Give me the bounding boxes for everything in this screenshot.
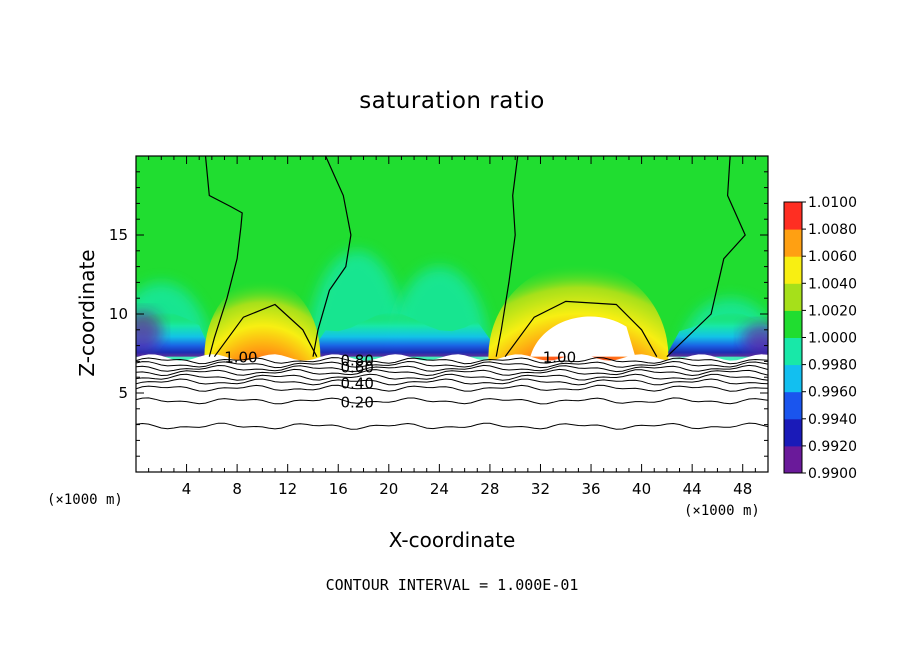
colorbar-segment xyxy=(784,418,802,447)
contour-line-1-00 xyxy=(504,300,658,358)
x-unit-label: (×1000 m) xyxy=(684,503,760,519)
colorbar-label: 0.9900 xyxy=(808,466,857,482)
contour-line-1-00 xyxy=(213,303,318,358)
unsaturated-region xyxy=(530,316,636,357)
colorbar-label: 1.0100 xyxy=(808,195,857,211)
colorbar-label: 1.0020 xyxy=(808,303,857,319)
contour-line xyxy=(136,356,768,365)
x-axis-label: X-coordinate xyxy=(388,528,516,552)
colorbar-segment xyxy=(784,202,802,230)
contour-label: 1.00 xyxy=(224,348,257,366)
contour-label: 0.20 xyxy=(340,393,373,411)
x-tick-label: 12 xyxy=(278,480,297,498)
x-tick-label: 20 xyxy=(379,480,398,498)
x-tick-label: 28 xyxy=(480,480,499,498)
colorbar-label: 0.9980 xyxy=(808,358,857,374)
colorbar-label: 1.0060 xyxy=(808,249,857,265)
colorbar-segment xyxy=(784,364,802,393)
contour-line-1-00 xyxy=(312,156,352,357)
contour-line xyxy=(136,422,768,430)
colorbar-label: 1.0000 xyxy=(808,331,857,347)
contour-line xyxy=(136,368,768,377)
colorbar-label: 1.0040 xyxy=(808,276,857,292)
subsaturated-ground-region xyxy=(136,354,768,472)
chart-title: saturation ratio xyxy=(359,88,545,114)
contour-line xyxy=(136,364,768,373)
contour-label: 1.00 xyxy=(543,348,576,366)
y-axis-label: Z-coordinate xyxy=(75,249,99,377)
y-tick-label: 5 xyxy=(118,384,128,402)
colorbar-label: 0.9940 xyxy=(808,412,857,428)
y-tick-label: 15 xyxy=(109,226,128,244)
colorbar-label: 0.9920 xyxy=(808,439,857,455)
colorbar-segment xyxy=(784,256,802,284)
x-tick-label: 44 xyxy=(683,480,702,498)
colorbar-segment xyxy=(784,283,802,311)
contour-label: 0.60 xyxy=(340,359,373,377)
contour-label: 0.80 xyxy=(340,352,373,370)
colorbar-segment xyxy=(784,229,802,257)
colorbar-label: 0.9960 xyxy=(808,385,857,401)
y-tick-label: 10 xyxy=(109,305,128,323)
contour-interval-note: CONTOUR INTERVAL = 1.000E-01 xyxy=(325,576,579,594)
x-tick-label: 16 xyxy=(329,480,348,498)
contour-line-1-00 xyxy=(495,156,519,357)
contour-line-1-00 xyxy=(666,156,746,358)
contour-line-1-00 xyxy=(204,156,243,357)
colorbar-segment xyxy=(784,391,802,420)
colorbar-segment xyxy=(784,310,802,338)
colorbar-segment xyxy=(784,337,802,366)
x-tick-label: 40 xyxy=(632,480,651,498)
x-tick-label: 8 xyxy=(232,480,242,498)
x-tick-label: 4 xyxy=(182,480,192,498)
contour-line xyxy=(136,373,768,381)
contour-label: 0.40 xyxy=(340,375,373,393)
x-tick-label: 32 xyxy=(531,480,550,498)
y-unit-label: (×1000 m) xyxy=(47,492,123,508)
field-dark-edge xyxy=(741,323,768,356)
x-tick-label: 36 xyxy=(581,480,600,498)
contour-line xyxy=(136,397,768,405)
contour-line xyxy=(136,360,768,369)
x-tick-label: 24 xyxy=(430,480,449,498)
x-tick-label: 48 xyxy=(733,480,752,498)
colorbar-segment xyxy=(784,445,802,474)
contour-line xyxy=(136,378,768,386)
colorbar-label: 1.0080 xyxy=(808,222,857,238)
field-dark-edge xyxy=(136,311,163,352)
contour-line xyxy=(136,384,768,392)
